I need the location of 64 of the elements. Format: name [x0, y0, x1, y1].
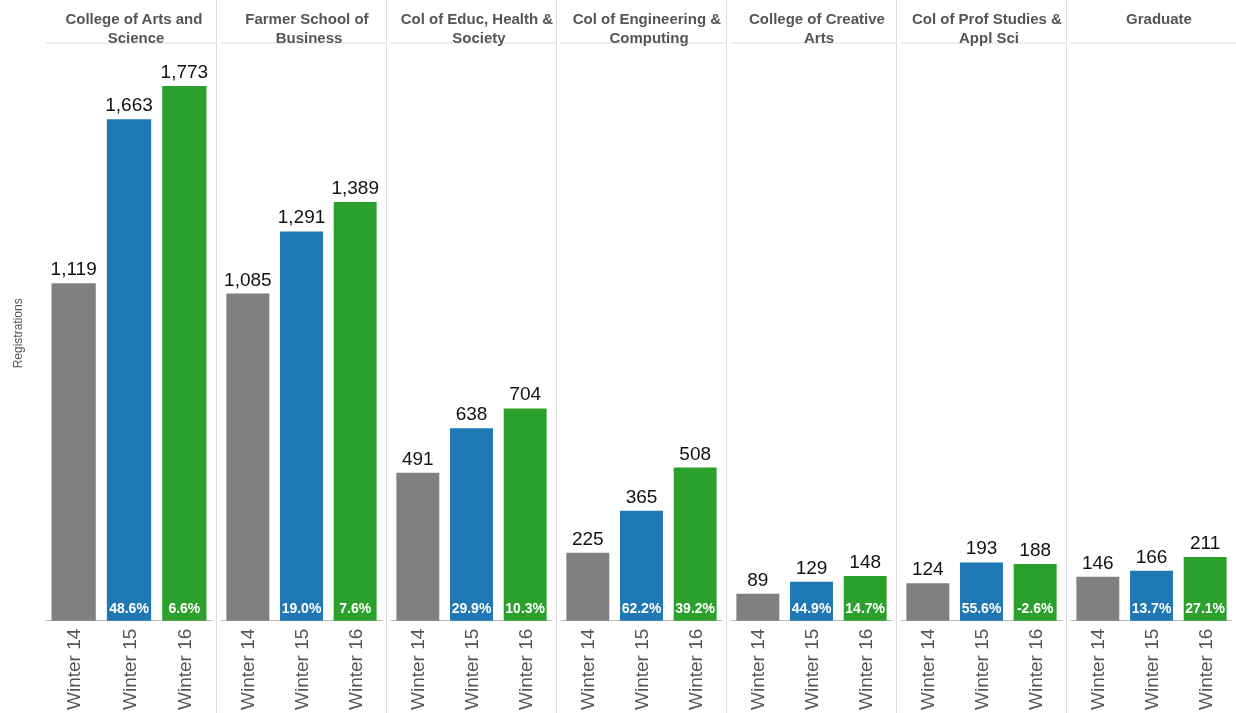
annotation: 55.6%: [961, 599, 1002, 616]
annotation: 19.0%: [281, 599, 322, 616]
data-label: 148: [849, 551, 882, 573]
data-label: 129: [795, 556, 828, 578]
chart-title: Farmer School of Business: [245, 10, 373, 46]
data-label: 1,773: [160, 61, 209, 83]
x-tick-label: Winter 14: [747, 628, 769, 711]
y-axis-title: Registrations: [11, 298, 25, 369]
chart-title: Graduate: [1126, 10, 1192, 27]
x-tick-label: Winter 15: [1141, 628, 1162, 711]
annotation: -2.6%: [1016, 599, 1054, 616]
data-label: 166: [1135, 545, 1168, 567]
x-tick-label: Winter 16: [1194, 628, 1216, 711]
data-label: 225: [571, 527, 604, 549]
x-tick-label: Winter 16: [1024, 628, 1046, 711]
annotation: 6.6%: [168, 599, 201, 616]
x-tick-label: Winter 15: [631, 628, 652, 711]
annotation: 7.6%: [339, 599, 372, 616]
x-tick-label: Winter 15: [971, 628, 992, 711]
data-label: 1,119: [50, 258, 97, 280]
data-label: 89: [747, 568, 769, 590]
annotation: 48.6%: [109, 599, 150, 616]
data-label: 1,291: [277, 206, 326, 228]
x-tick-label: Winter 14: [917, 628, 939, 711]
annotation: 10.3%: [505, 599, 546, 616]
data-label: 1,663: [105, 94, 153, 116]
annotation: 27.1%: [1185, 599, 1226, 616]
x-tick-label: Winter 16: [173, 628, 195, 711]
data-label: 211: [1190, 532, 1221, 554]
data-label: 124: [911, 558, 945, 580]
x-tick-label: Winter 16: [854, 628, 876, 711]
x-tick-label: Winter 14: [1087, 628, 1109, 711]
annotation: 44.9%: [791, 599, 832, 616]
annotation: 13.7%: [1131, 599, 1172, 616]
data-label: 193: [965, 537, 998, 559]
x-tick-label: Winter 15: [801, 628, 822, 711]
x-tick-label: Winter 16: [514, 628, 536, 711]
data-label: 1,085: [224, 268, 272, 290]
annotation: 39.2%: [675, 599, 716, 616]
data-label: 365: [625, 485, 658, 507]
chart-title: Col of Educ, Health & Society: [400, 10, 558, 46]
x-tick-label: Winter 14: [63, 628, 85, 711]
data-label: 1,389: [331, 176, 379, 198]
data-label: 508: [679, 442, 712, 464]
chart-title: College of Creative Arts: [748, 10, 890, 46]
data-label: 704: [509, 383, 542, 405]
data-label: 146: [1081, 551, 1114, 573]
x-tick-label: Winter 14: [237, 628, 259, 711]
annotation: 14.7%: [845, 599, 886, 616]
x-tick-label: Winter 15: [461, 628, 482, 711]
chart-title: College of Arts and Science: [65, 10, 207, 46]
x-tick-label: Winter 16: [684, 628, 706, 711]
x-tick-label: Winter 14: [407, 628, 429, 711]
x-tick-label: Winter 15: [118, 628, 140, 711]
data-label: 188: [1019, 539, 1052, 561]
x-tick-label: Winter 16: [344, 628, 366, 711]
chart-title: Col of Prof Studies & Appl Sci: [911, 10, 1067, 46]
chart-title: Col of Engineering & Computing: [572, 10, 726, 46]
x-tick-label: Winter 14: [577, 628, 599, 711]
x-tick-label: Winter 15: [291, 628, 312, 711]
annotation: 62.2%: [621, 599, 662, 616]
data-label: 491: [401, 447, 434, 469]
data-label: 638: [455, 403, 488, 425]
annotation: 29.9%: [451, 599, 492, 616]
